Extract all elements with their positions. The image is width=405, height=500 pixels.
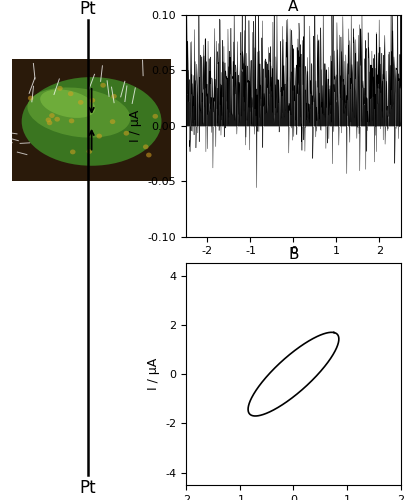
Text: Pt: Pt <box>79 479 96 497</box>
Ellipse shape <box>146 152 151 158</box>
FancyBboxPatch shape <box>12 60 171 182</box>
Ellipse shape <box>49 113 55 118</box>
Y-axis label: I / μA: I / μA <box>129 110 142 142</box>
Ellipse shape <box>54 117 60 121</box>
Ellipse shape <box>143 144 149 150</box>
Title: B: B <box>288 247 299 262</box>
Ellipse shape <box>69 118 75 124</box>
Ellipse shape <box>110 119 115 124</box>
Ellipse shape <box>87 149 92 154</box>
Ellipse shape <box>70 150 75 154</box>
Ellipse shape <box>78 100 83 105</box>
X-axis label: V$_P$ / V: V$_P$ / V <box>275 262 312 277</box>
Ellipse shape <box>22 77 162 166</box>
Ellipse shape <box>124 131 129 136</box>
Text: Pt: Pt <box>79 0 96 18</box>
Ellipse shape <box>111 94 117 98</box>
Y-axis label: I / μA: I / μA <box>147 358 160 390</box>
Ellipse shape <box>100 83 106 87</box>
Ellipse shape <box>57 86 63 91</box>
Ellipse shape <box>90 98 95 103</box>
Ellipse shape <box>68 92 73 96</box>
Ellipse shape <box>96 134 102 138</box>
Ellipse shape <box>46 118 51 122</box>
Ellipse shape <box>28 88 130 138</box>
Ellipse shape <box>28 96 34 100</box>
Title: A: A <box>288 0 298 14</box>
Ellipse shape <box>40 90 95 118</box>
Ellipse shape <box>47 120 52 125</box>
Ellipse shape <box>153 114 158 118</box>
